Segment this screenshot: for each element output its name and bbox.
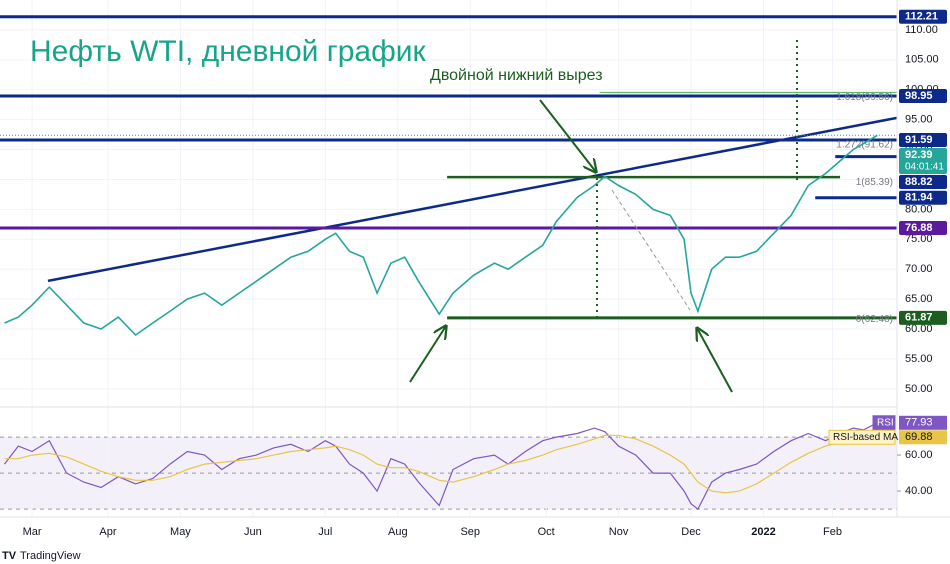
drawings	[409, 40, 798, 393]
price-label-bg	[899, 148, 947, 175]
x-tick-label: 2022	[751, 526, 775, 538]
price-label: 92.39	[905, 149, 933, 161]
x-tick-label: Aug	[388, 526, 408, 538]
x-tick-label: Nov	[609, 526, 629, 538]
rsi-value-bg	[899, 415, 947, 430]
y-tick-label: 75.00	[905, 233, 933, 245]
price-label-bg	[899, 9, 947, 24]
price-label-bg	[899, 310, 947, 325]
grid	[0, 0, 897, 517]
y-tick-label: 60.00	[905, 323, 933, 335]
y-tick-label: 105.00	[905, 54, 939, 66]
y-tick-label: 80.00	[905, 203, 933, 215]
price-label: 112.21	[905, 11, 938, 23]
price-label-bg	[899, 175, 947, 190]
price-label: 81.94	[905, 192, 933, 204]
dashed-guide	[611, 189, 691, 311]
y-tick-label: 40.00	[905, 485, 933, 497]
arrow	[539, 99, 596, 172]
x-tick-label: May	[170, 526, 191, 538]
brand: TradingView	[20, 550, 81, 562]
price-label: 61.87	[905, 312, 933, 324]
y-tick-label: 110.00	[905, 24, 938, 36]
axes: 50.0055.0060.0065.0070.0075.0080.0085.00…	[23, 9, 947, 538]
plot: 1.618(99.56) 1.272(91.62) 1(85.39) 0(62.48)	[0, 15, 898, 511]
x-tick-label: Apr	[99, 526, 116, 538]
price-label: 76.88	[905, 222, 933, 234]
rsi-name: RSI-based MA	[833, 432, 898, 443]
y-tick-label: 60.00	[905, 449, 933, 461]
y-tick-label: 65.00	[905, 293, 933, 305]
y-tick-label: 70.00	[905, 263, 933, 275]
fib-label: 1.618(99.56)	[836, 92, 893, 103]
price-label: 04:01:41	[905, 162, 944, 173]
x-tick-label: Sep	[460, 526, 480, 538]
chart-title: Нефть WTI, дневной график	[30, 35, 427, 68]
brand-logo: TV	[2, 550, 17, 562]
x-tick-label: Jun	[244, 526, 262, 538]
annotation: Двойной нижний вырез	[430, 67, 603, 84]
x-tick-label: Jul	[318, 526, 332, 538]
x-tick-label: Mar	[23, 526, 42, 538]
fib-label: 1(85.39)	[856, 177, 893, 188]
price-label-bg	[899, 89, 947, 104]
price-label: 98.95	[905, 90, 933, 102]
rsi-ma-line	[4, 434, 878, 494]
rsi-line	[4, 422, 878, 511]
price-label: 88.82	[905, 176, 933, 188]
drawn-line	[47, 116, 898, 283]
x-tick-label: Oct	[538, 526, 555, 538]
arrow	[697, 328, 733, 393]
arrow	[409, 326, 446, 383]
price-line	[4, 134, 878, 337]
rsi-value: 77.93	[905, 417, 933, 429]
fib-label: 1.272(91.62)	[836, 140, 893, 151]
price-label-bg	[899, 190, 947, 205]
rsi-name: RSI	[877, 417, 894, 428]
rsi-value-bg	[899, 430, 947, 445]
price-label: 91.59	[905, 134, 933, 146]
rsi-name-bg	[828, 429, 896, 445]
price-label-bg	[899, 133, 947, 148]
y-tick-label: 95.00	[905, 114, 933, 126]
y-tick-label: 55.00	[905, 353, 933, 365]
x-tick-label: Feb	[823, 526, 842, 538]
price-label-bg	[899, 221, 947, 236]
rsi-value: 69.88	[905, 431, 933, 443]
y-tick-label: 50.00	[905, 383, 933, 395]
fib-label: 0(62.48)	[856, 314, 893, 325]
x-tick-label: Dec	[681, 526, 701, 538]
